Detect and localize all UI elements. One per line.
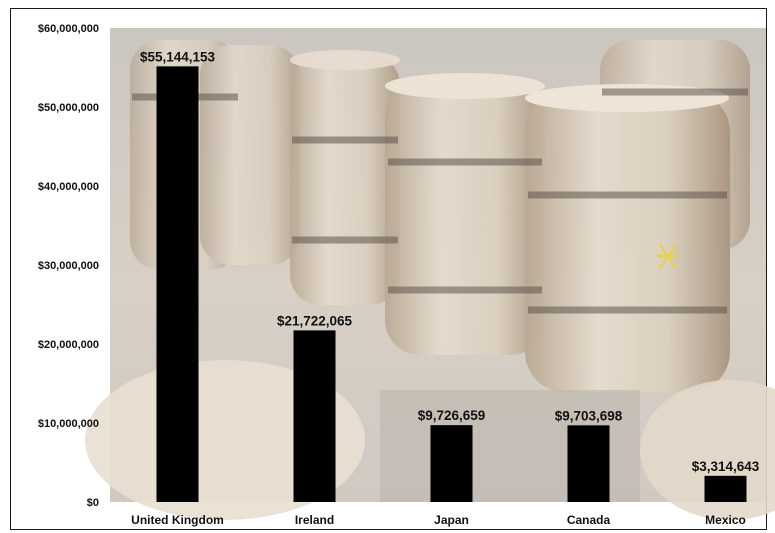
x-tick-label: United Kingdom xyxy=(131,513,224,527)
bar xyxy=(293,330,336,502)
bar-value-label: $9,726,659 xyxy=(418,408,486,423)
x-tick-label: Ireland xyxy=(295,513,334,527)
x-tick-label: Japan xyxy=(434,513,469,527)
bar-value-label: $9,703,698 xyxy=(555,408,623,423)
bar-value-label: $21,722,065 xyxy=(277,313,353,328)
x-tick-label: Mexico xyxy=(705,513,746,527)
y-tick-label: $20,000,000 xyxy=(38,339,99,351)
bar-value-label: $3,314,643 xyxy=(692,459,760,474)
bar xyxy=(430,425,473,502)
y-tick-label: $0 xyxy=(87,497,99,509)
y-tick-label: $50,000,000 xyxy=(38,102,99,114)
bar xyxy=(567,425,610,502)
bar-value-label: $55,144,153 xyxy=(140,49,216,64)
x-tick-label: Canada xyxy=(567,513,611,527)
y-tick-label: $10,000,000 xyxy=(38,418,99,430)
y-tick-label: $40,000,000 xyxy=(38,181,99,193)
y-tick-label: $30,000,000 xyxy=(38,260,99,272)
y-tick-label: $60,000,000 xyxy=(38,23,99,35)
bars xyxy=(156,66,747,502)
data-labels: $55,144,153 $21,722,065 $9,726,659 $9,703,6… xyxy=(140,49,760,473)
bar xyxy=(704,475,747,502)
y-axis: $0 $10,000,000 $20,000,000 $30,000,000 $40,0… xyxy=(38,23,99,509)
x-axis: United Kingdom Ireland Japan Canada Mexico xyxy=(131,513,746,527)
bar xyxy=(156,66,199,502)
